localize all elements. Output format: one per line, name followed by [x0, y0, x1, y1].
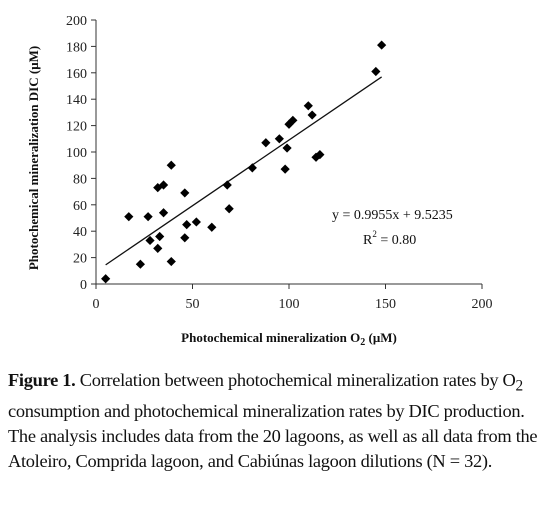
data-point [124, 212, 134, 222]
x-ticks: 0 50 100 150 200 [93, 284, 493, 312]
y-tick-label: 40 [73, 225, 87, 240]
figure-label: Figure 1. [8, 370, 76, 390]
x-axis-title: Photochemical mineralization O2 (μM) [181, 330, 397, 348]
data-point [166, 160, 176, 170]
data-point [303, 101, 313, 111]
data-point [307, 110, 317, 120]
data-point [247, 163, 257, 173]
data-point [282, 143, 292, 153]
y-tick-label: 140 [66, 93, 87, 108]
caption-text-2: consumption and photochemical mineraliza… [8, 400, 538, 471]
data-point [371, 66, 381, 77]
data-point [101, 274, 111, 284]
x-tick-label: 100 [279, 297, 300, 312]
y-tick-label: 100 [66, 146, 87, 161]
data-point [288, 115, 298, 125]
data-point [158, 208, 169, 218]
x-tick-label: 50 [186, 297, 200, 312]
data-point [153, 243, 163, 253]
data-point [207, 222, 217, 232]
y-tick-label: 160 [66, 67, 87, 82]
y-tick-label: 120 [66, 120, 87, 135]
data-point [155, 231, 165, 242]
data-point [166, 256, 176, 267]
data-point [182, 220, 192, 230]
x-tick-label: 200 [472, 297, 493, 312]
r-squared-label: R2 = 0.80 [363, 229, 416, 248]
caption-subscript: 2 [515, 377, 524, 395]
axes [95, 20, 482, 285]
y-tick-label: 180 [66, 40, 87, 55]
data-points [101, 40, 387, 284]
equation-label: y = 0.9955x + 9.5235 [332, 208, 453, 223]
data-point [315, 150, 325, 160]
data-point [311, 152, 321, 162]
y-axis-title: Photochemical mineralization DIC (μM) [26, 46, 41, 270]
data-point [135, 259, 145, 269]
y-tick-label: 80 [73, 172, 87, 187]
data-point [180, 233, 190, 243]
data-point [280, 164, 290, 174]
figure-caption: Figure 1. Correlation between photochemi… [8, 368, 548, 474]
y-ticks: 0 20 40 60 80 100 120 140 160 180 200 [66, 14, 96, 293]
caption-text-1: Correlation between photochemical minera… [75, 370, 516, 390]
y-tick-label: 0 [80, 278, 87, 293]
x-tick-label: 0 [93, 297, 100, 312]
x-tick-label: 150 [375, 297, 396, 312]
scatter-chart: 0 20 40 60 80 100 120 140 160 180 200 0 50 100 150 200… [26, 14, 493, 348]
data-point [158, 180, 169, 190]
y-tick-label: 20 [73, 252, 87, 267]
trendline [105, 76, 383, 266]
y-tick-label: 200 [66, 14, 87, 29]
y-tick-label: 60 [73, 199, 87, 214]
data-point [143, 212, 153, 222]
data-point [180, 188, 190, 198]
data-point [377, 40, 387, 50]
data-point [222, 180, 232, 190]
data-point [145, 235, 155, 246]
data-point [191, 217, 201, 227]
data-point [224, 204, 234, 214]
data-point [261, 138, 271, 148]
data-point [274, 134, 284, 144]
